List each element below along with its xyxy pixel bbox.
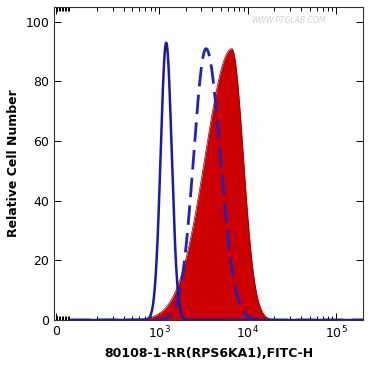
Y-axis label: Relative Cell Number: Relative Cell Number (7, 90, 20, 237)
X-axis label: 80108-1-RR(RPS6KA1),FITC-H: 80108-1-RR(RPS6KA1),FITC-H (104, 347, 313, 360)
Text: WWW.PTGLAB.COM: WWW.PTGLAB.COM (252, 17, 326, 25)
